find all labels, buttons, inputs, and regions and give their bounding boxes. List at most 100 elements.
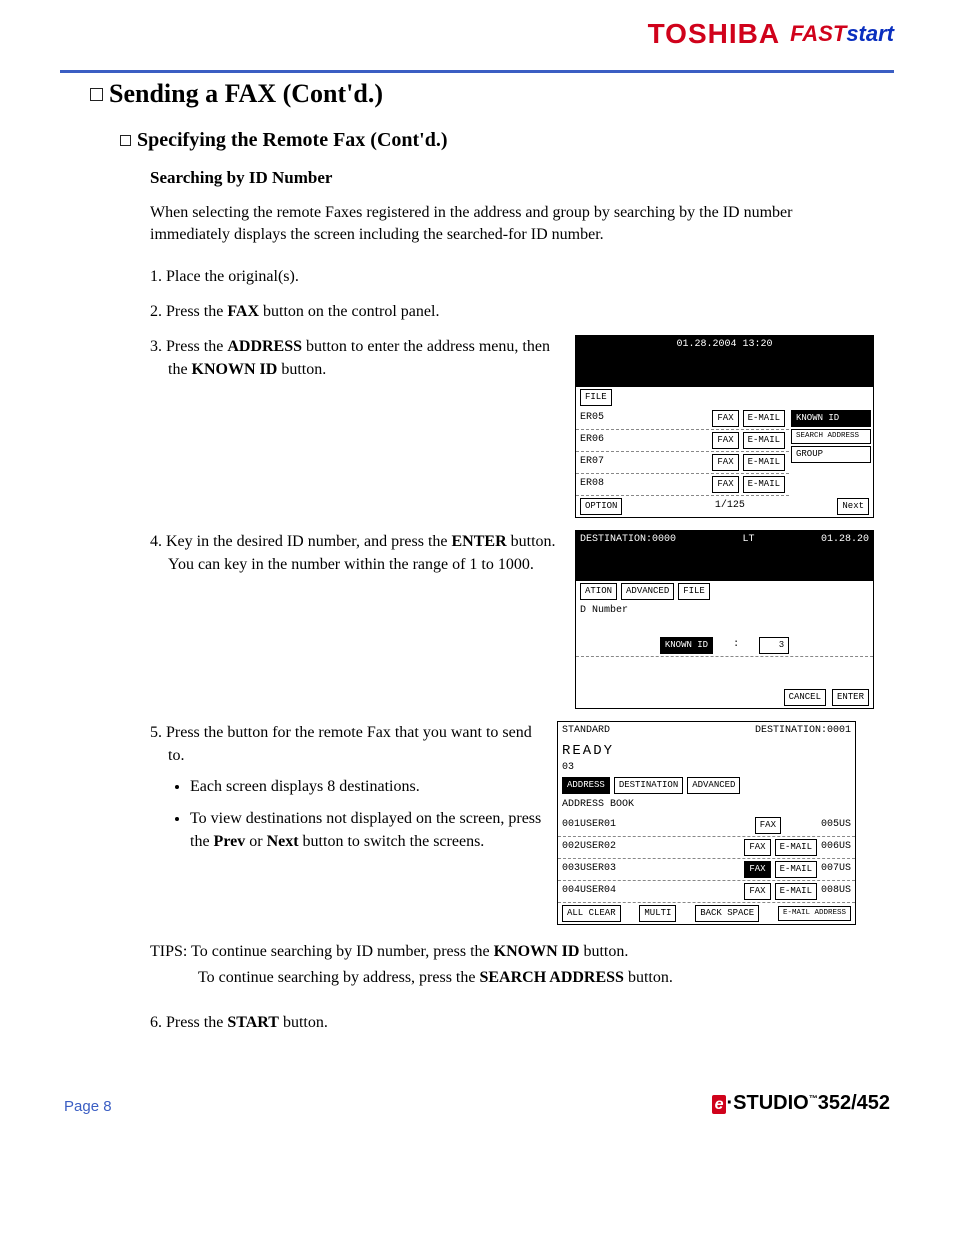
file-button[interactable]: FILE	[580, 389, 612, 406]
bullet-icon	[120, 135, 131, 146]
option-button[interactable]: OPTION	[580, 498, 622, 515]
fax-button[interactable]: FAX	[712, 476, 738, 493]
step-2: 2. Press the FAX button on the control p…	[150, 300, 894, 323]
advanced-button[interactable]: ADVANCED	[621, 583, 674, 600]
t: 3. Press the	[150, 338, 227, 355]
address-label: ADDRESS	[227, 338, 302, 355]
t: To continue searching by address, press …	[198, 969, 479, 986]
row-id: 001USER01	[562, 818, 751, 833]
group-button[interactable]: GROUP	[791, 446, 871, 463]
model-label: e·STUDIO™352/452	[712, 1092, 890, 1115]
heading-sub-text: Specifying the Remote Fax (Cont'd.)	[137, 129, 448, 151]
knownid-label: KNOWN ID	[192, 361, 278, 378]
searchaddress-label: SEARCH ADDRESS	[479, 969, 623, 986]
brand-fast: FAST	[790, 21, 846, 46]
t: button.	[279, 1014, 328, 1031]
next-button[interactable]: Next	[837, 498, 869, 515]
ready-label: READY	[558, 741, 855, 761]
t: 6. Press the	[150, 1014, 227, 1031]
email-button[interactable]: E-MAIL	[743, 410, 785, 427]
row-id: 004USER04	[562, 884, 740, 899]
header-rule	[60, 70, 894, 73]
tm: ™	[809, 1094, 818, 1104]
advanced-button[interactable]: ADVANCED	[687, 777, 740, 794]
t: button on the control panel.	[259, 303, 439, 320]
address-button[interactable]: ADDRESS	[562, 777, 610, 794]
knownid-button[interactable]: KNOWN ID	[791, 410, 871, 427]
fax-button[interactable]: FAX	[744, 883, 770, 900]
dnumber-label: D Number	[576, 602, 873, 621]
enter-label: ENTER	[452, 533, 507, 550]
cancel-button[interactable]: CANCEL	[784, 689, 826, 706]
step-3-text: 3. Press the ADDRESS button to enter the…	[150, 335, 563, 381]
row-id: ER06	[580, 433, 708, 448]
knownid-label: KNOWN ID	[494, 943, 580, 960]
email-button[interactable]: E-MAIL	[743, 476, 785, 493]
enter-button[interactable]: ENTER	[832, 689, 869, 706]
screenshot-3: STANDARDDESTINATION:0001 READY 03 ADDRES…	[557, 721, 857, 925]
row-right: 005US	[821, 818, 851, 833]
t: 5. Press the button for the remote Fax t…	[150, 721, 545, 767]
step-6: 6. Press the START button.	[150, 1014, 894, 1032]
page-indicator: 1/125	[715, 499, 745, 514]
intro-paragraph: When selecting the remote Faxes register…	[150, 202, 870, 247]
fax-button[interactable]: FAX	[744, 861, 770, 878]
start-label: START	[227, 1014, 279, 1031]
search-address-button[interactable]: SEARCH ADDRESS	[791, 429, 871, 444]
brand-header: TOSHIBA FASTstart	[60, 18, 894, 50]
step-4-row: 4. Key in the desired ID number, and pre…	[150, 530, 894, 709]
emailaddress-button[interactable]: E-MAIL ADDRESS	[778, 906, 851, 921]
scr-black	[576, 355, 873, 387]
ation-button[interactable]: ATION	[580, 583, 617, 600]
step-5-bullets: Each screen displays 8 destinations. To …	[190, 775, 545, 853]
colon: :	[733, 638, 739, 653]
email-button[interactable]: E-MAIL	[743, 432, 785, 449]
row-id: ER08	[580, 477, 708, 492]
row-id: ER05	[580, 411, 708, 426]
step-5-text: 5. Press the button for the remote Fax t…	[150, 721, 545, 861]
standard-label: STANDARD	[562, 724, 610, 739]
t: or	[245, 833, 266, 850]
fax-button[interactable]: FAX	[744, 839, 770, 856]
destination-button[interactable]: DESTINATION	[614, 777, 683, 794]
heading-sub: Specifying the Remote Fax (Cont'd.)	[120, 129, 894, 152]
t: 2. Press the	[150, 303, 227, 320]
email-button[interactable]: E-MAIL	[775, 861, 817, 878]
t: 4. Key in the desired ID number, and pre…	[150, 533, 452, 550]
heading-main: Sending a FAX (Cont'd.)	[90, 79, 894, 109]
id-value: 3	[759, 637, 789, 654]
page-footer: Page 8 e·STUDIO™352/452	[60, 1092, 894, 1115]
date-label: 01.28.20	[821, 533, 869, 548]
screenshot-1: 01.28.2004 13:20 FILE ER05 FAX E-MAIL ER06…	[575, 335, 875, 518]
email-button[interactable]: E-MAIL	[775, 883, 817, 900]
multi-button[interactable]: MULTI	[639, 905, 676, 922]
backspace-button[interactable]: BACK SPACE	[695, 905, 759, 922]
row-id: 003USER03	[562, 862, 740, 877]
t: button.	[624, 969, 673, 986]
document-page: TOSHIBA FASTstart Sending a FAX (Cont'd.…	[0, 0, 954, 1155]
fax-button[interactable]: FAX	[712, 454, 738, 471]
allclear-button[interactable]: ALL CLEAR	[562, 905, 621, 922]
t: button.	[277, 361, 326, 378]
knownid-button[interactable]: KNOWN ID	[660, 637, 713, 654]
num-label: 03	[558, 761, 855, 776]
fax-label: FAX	[227, 303, 259, 320]
heading-main-text: Sending a FAX (Cont'd.)	[109, 79, 383, 108]
fax-button[interactable]: FAX	[712, 410, 738, 427]
prev-label: Prev	[214, 833, 246, 850]
fax-button[interactable]: FAX	[712, 432, 738, 449]
fax-button[interactable]: FAX	[755, 817, 781, 834]
step-5-row: 5. Press the button for the remote Fax t…	[150, 721, 894, 925]
step-1: 1. Place the original(s).	[150, 265, 894, 288]
t: button to switch the screens.	[299, 833, 485, 850]
scr-datetime: 01.28.2004 13:20	[576, 336, 873, 355]
row-id: 002USER02	[562, 840, 740, 855]
file-button[interactable]: FILE	[678, 583, 710, 600]
studio-label: STUDIO	[733, 1092, 809, 1114]
dest-label: DESTINATION:0000	[580, 533, 676, 548]
brand-start: start	[846, 21, 894, 46]
t: TIPS: To continue searching by ID number…	[150, 943, 494, 960]
email-button[interactable]: E-MAIL	[775, 839, 817, 856]
tips-block: TIPS: To continue searching by ID number…	[150, 939, 894, 990]
email-button[interactable]: E-MAIL	[743, 454, 785, 471]
